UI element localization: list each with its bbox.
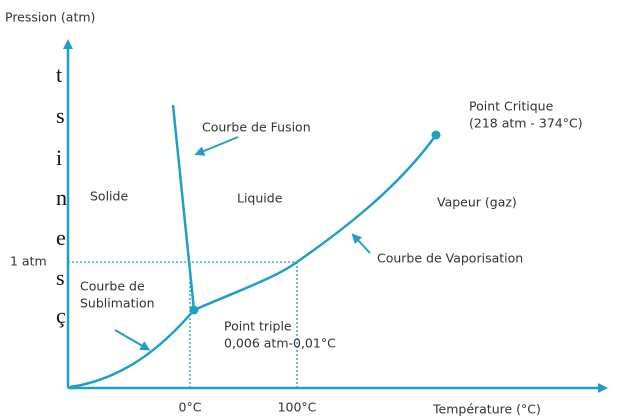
fusion-curve — [171, 104, 196, 311]
point-label: (218 atm - 374°C) — [469, 116, 583, 131]
y-axis-label: Pression (atm) — [5, 10, 95, 25]
text-fragment: i — [56, 145, 62, 170]
tick-label: 0°C — [179, 400, 202, 415]
tick-label: 100°C — [278, 400, 317, 415]
text-fragment: n — [56, 185, 67, 210]
curve-label: Courbe de Vaporisation — [377, 251, 523, 266]
tick-label: 1 atm — [10, 254, 47, 269]
text-fragment: ç — [56, 303, 66, 328]
text-fragment: s — [56, 103, 65, 128]
curve-label: Courbe de — [80, 279, 145, 294]
region-label: Solide — [90, 189, 128, 204]
vaporisation-curve — [193, 134, 438, 312]
region-label: Vapeur (gaz) — [437, 195, 517, 210]
critical-point — [431, 130, 441, 140]
fusion-arrow — [194, 136, 239, 156]
sublimation-arrow — [114, 329, 151, 351]
point-label: 0,006 atm-0,01°C — [224, 336, 336, 351]
region-label: Liquide — [237, 191, 283, 206]
text-fragment: s — [56, 265, 65, 290]
curve-label: Courbe de Fusion — [202, 120, 311, 135]
text-fragment: e — [56, 225, 66, 250]
sublimation-curve — [69, 309, 195, 389]
point-label: Point Critique — [469, 99, 554, 114]
point-label: Point triple — [224, 319, 292, 334]
triple-point — [189, 305, 199, 315]
x-axis-label: Température (°C) — [432, 402, 541, 417]
text-fragment: t — [56, 62, 62, 87]
vaporisation-arrow — [351, 233, 371, 254]
curve-label: Sublimation — [80, 296, 155, 311]
